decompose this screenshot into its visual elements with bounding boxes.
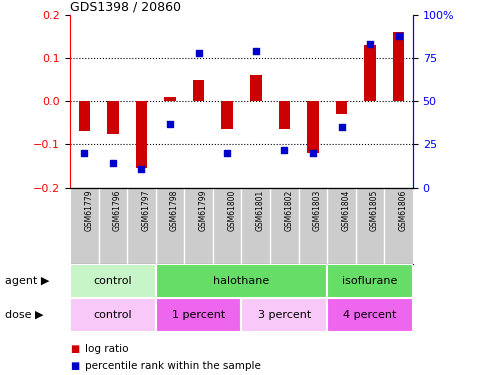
Text: GSM61800: GSM61800 bbox=[227, 190, 236, 231]
Point bbox=[195, 50, 202, 56]
Text: GSM61802: GSM61802 bbox=[284, 190, 293, 231]
Point bbox=[109, 160, 117, 166]
Text: halothane: halothane bbox=[213, 276, 270, 286]
Point bbox=[252, 48, 260, 54]
Text: GSM61799: GSM61799 bbox=[199, 190, 208, 231]
Bar bbox=[336, 101, 347, 114]
Bar bbox=[79, 101, 90, 130]
Text: GSM61806: GSM61806 bbox=[398, 190, 408, 231]
Text: 4 percent: 4 percent bbox=[343, 310, 397, 320]
Point bbox=[338, 124, 345, 130]
Text: log ratio: log ratio bbox=[85, 344, 128, 354]
Point bbox=[281, 147, 288, 153]
Text: GSM61805: GSM61805 bbox=[370, 190, 379, 231]
Bar bbox=[242, 298, 327, 332]
Text: GSM61801: GSM61801 bbox=[256, 190, 265, 231]
Text: dose ▶: dose ▶ bbox=[5, 310, 43, 320]
Bar bbox=[70, 264, 156, 298]
Point bbox=[395, 33, 402, 39]
Text: control: control bbox=[94, 276, 132, 286]
Text: GSM61779: GSM61779 bbox=[85, 190, 93, 231]
Bar bbox=[136, 101, 147, 168]
Bar bbox=[156, 298, 242, 332]
Point bbox=[366, 41, 374, 47]
Bar bbox=[327, 298, 413, 332]
Bar bbox=[327, 264, 413, 298]
Text: agent ▶: agent ▶ bbox=[5, 276, 49, 286]
Bar bbox=[279, 101, 290, 129]
Text: GSM61803: GSM61803 bbox=[313, 190, 322, 231]
Bar bbox=[364, 45, 376, 101]
Bar bbox=[193, 80, 204, 101]
Text: isoflurane: isoflurane bbox=[342, 276, 398, 286]
Bar bbox=[107, 101, 119, 134]
Bar bbox=[70, 298, 156, 332]
Point bbox=[138, 165, 145, 171]
Bar bbox=[222, 101, 233, 129]
Text: GDS1398 / 20860: GDS1398 / 20860 bbox=[70, 1, 181, 14]
Text: GSM61804: GSM61804 bbox=[341, 190, 351, 231]
Bar bbox=[164, 97, 176, 101]
Text: GSM61798: GSM61798 bbox=[170, 190, 179, 231]
Text: ■: ■ bbox=[70, 344, 79, 354]
Text: percentile rank within the sample: percentile rank within the sample bbox=[85, 361, 260, 370]
Point bbox=[166, 121, 174, 127]
Bar bbox=[156, 264, 327, 298]
Text: GSM61796: GSM61796 bbox=[113, 190, 122, 231]
Text: control: control bbox=[94, 310, 132, 320]
Bar bbox=[307, 101, 319, 153]
Point bbox=[223, 150, 231, 156]
Text: GSM61797: GSM61797 bbox=[142, 190, 151, 231]
Text: 1 percent: 1 percent bbox=[172, 310, 225, 320]
Bar bbox=[250, 75, 261, 101]
Bar bbox=[393, 32, 404, 101]
Point bbox=[81, 150, 88, 156]
Point bbox=[309, 150, 317, 156]
Text: 3 percent: 3 percent bbox=[258, 310, 311, 320]
Text: ■: ■ bbox=[70, 361, 79, 370]
